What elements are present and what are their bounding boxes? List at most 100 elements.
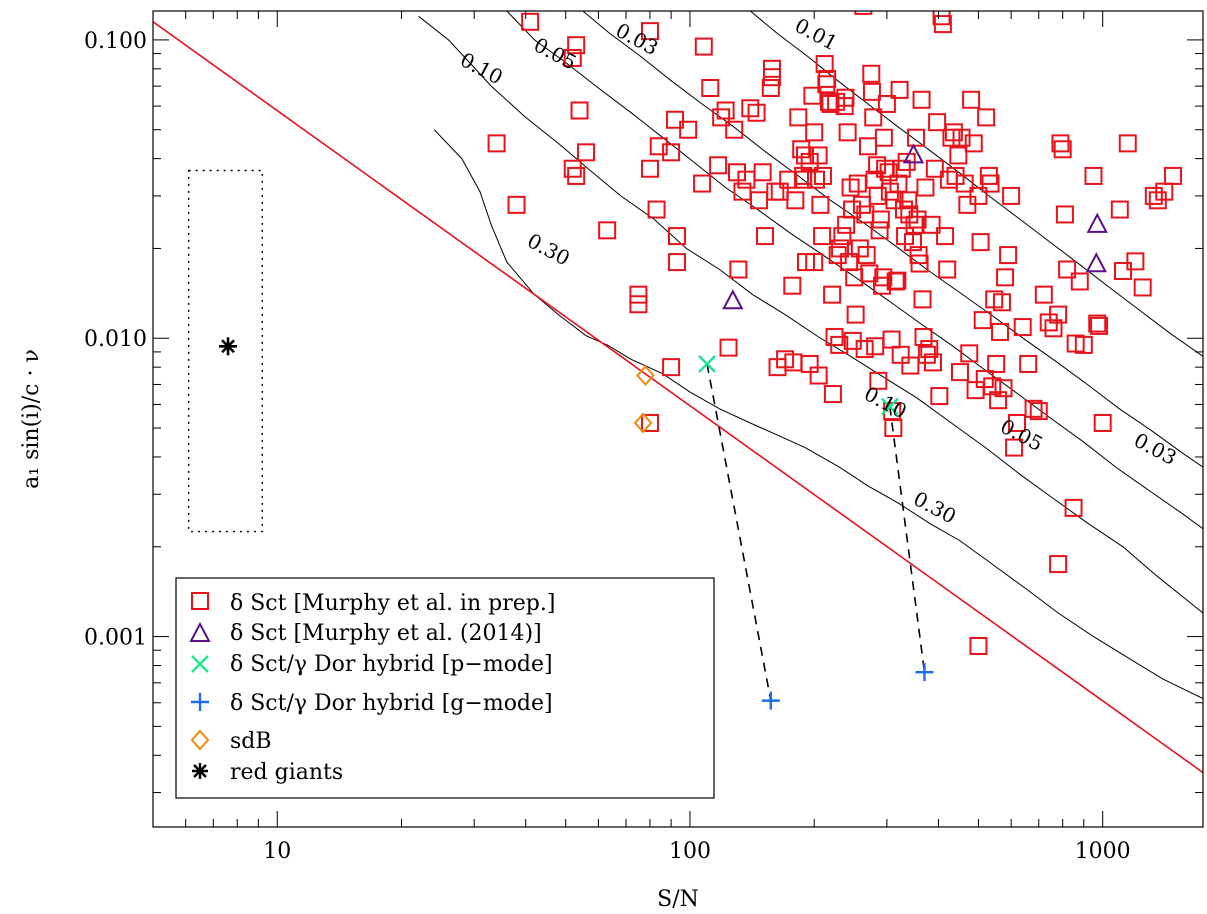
data-point-triangle: [722, 289, 744, 310]
red-giant-box-layer: [187, 169, 263, 533]
legend-label-hybrid-p: δ Sct/γ Dor hybrid [p−mode]: [230, 652, 553, 677]
data-point-square: [783, 276, 802, 295]
data-point-square: [779, 170, 798, 189]
data-point-square: [570, 101, 589, 120]
data-point-square: [971, 233, 990, 252]
data-point-square: [920, 340, 939, 359]
data-point-square: [796, 146, 815, 165]
data-point-square: [1090, 316, 1109, 335]
legend-asterisk-icon: [192, 763, 208, 779]
data-point-square: [987, 354, 1006, 373]
data-point-square: [741, 99, 760, 118]
data-point-square: [701, 78, 720, 97]
x-tick-label: 1000: [1075, 839, 1131, 864]
data-point-square: [709, 156, 728, 175]
data-point-square: [1074, 335, 1093, 354]
data-point-square: [813, 166, 832, 185]
data-point-square: [1064, 498, 1083, 517]
data-point-square: [1029, 402, 1048, 421]
data-point-square: [577, 143, 596, 162]
data-point-square: [996, 268, 1015, 287]
data-point-square: [719, 338, 738, 357]
data-point-square: [879, 163, 898, 182]
data-point-square: [989, 391, 1008, 410]
data-point-triangle: [1086, 212, 1108, 233]
data-point-square: [806, 170, 825, 189]
hybrid-links-layer: [706, 363, 926, 701]
data-point-square: [640, 22, 659, 41]
data-point-square: [864, 108, 883, 127]
data-point-square: [640, 413, 659, 432]
contours-layer: [418, 11, 1203, 699]
data-point-square: [955, 174, 974, 193]
data-point-square: [950, 363, 969, 382]
data-point-square: [667, 253, 686, 272]
data-point-square: [821, 94, 840, 113]
data-point-square: [836, 88, 855, 107]
data-point-square: [747, 103, 766, 122]
legend-entry-red-giants: red giants: [192, 760, 343, 785]
data-point-square: [1133, 278, 1152, 297]
data-point-square: [854, 11, 873, 15]
contour-line-0-30: [433, 129, 1203, 699]
data-point-square: [507, 195, 526, 214]
data-point-square: [1114, 262, 1133, 281]
detection-limit-line: [153, 21, 1203, 774]
data-point-square: [910, 254, 929, 273]
data-point-triangle: [1085, 252, 1107, 273]
legend-entry-delta-sct-2014: δ Sct [Murphy et al. (2014)]: [189, 621, 542, 646]
legend-triangle-icon: [189, 621, 211, 642]
y-tick-label: 0.100: [84, 29, 147, 54]
data-point-square: [899, 191, 918, 210]
data-point-square: [716, 101, 735, 120]
data-point-square: [960, 344, 979, 363]
data-point-square: [1013, 318, 1032, 337]
data-point-square: [1002, 186, 1021, 205]
data-point-square: [930, 387, 949, 406]
data-point-square: [725, 120, 744, 139]
data-point-square: [756, 227, 775, 246]
legend-frame: [175, 577, 715, 799]
legend-entry-delta-sct-prep: δ Sct [Murphy et al. in prep.]: [191, 591, 555, 616]
data-point-square: [877, 94, 896, 113]
data-point-square: [862, 82, 881, 101]
data-point-square: [666, 110, 685, 129]
data-point-square: [938, 260, 957, 279]
data-point-square: [521, 12, 540, 31]
data-point-square: [874, 268, 893, 287]
data-point-square: [647, 200, 666, 219]
data-point-square: [729, 260, 748, 279]
data-point-square: [789, 108, 808, 127]
contour-line-0-03: [582, 11, 1203, 468]
y-tick-label: 0.001: [84, 626, 147, 651]
data-point-square: [667, 227, 686, 246]
data-point-square: [815, 55, 834, 74]
data-point-square: [563, 48, 582, 67]
data-point-asterisk: [219, 337, 238, 356]
legend-label-sdb: sdB: [230, 729, 272, 754]
data-point-square: [871, 210, 890, 229]
data-point-square: [907, 128, 926, 147]
data-point-square: [640, 159, 659, 178]
red-giant-region-box: [187, 169, 263, 533]
legend-entry-sdb: sdB: [190, 729, 272, 754]
data-point-square: [1049, 555, 1068, 574]
y-axis-title: a₁ sin(i)/c · ν: [19, 349, 44, 489]
data-point-square: [916, 178, 935, 197]
data-point-square: [662, 143, 681, 162]
data-point-square: [794, 170, 813, 189]
data-point-square: [969, 186, 988, 205]
data-point-square: [992, 293, 1011, 312]
data-point-diamond: [636, 365, 655, 387]
data-point-square: [823, 385, 842, 404]
data-point-square: [1144, 186, 1163, 205]
data-point-square: [1110, 200, 1129, 219]
contour-line-0-10: [418, 15, 1203, 614]
data-point-square: [977, 108, 996, 127]
data-point-square: [994, 379, 1013, 398]
data-point-square: [860, 264, 879, 283]
limit-line-layer: [153, 21, 1203, 774]
x-tick-label: 100: [669, 839, 711, 864]
data-point-square: [761, 78, 780, 97]
data-point-square: [964, 134, 983, 153]
